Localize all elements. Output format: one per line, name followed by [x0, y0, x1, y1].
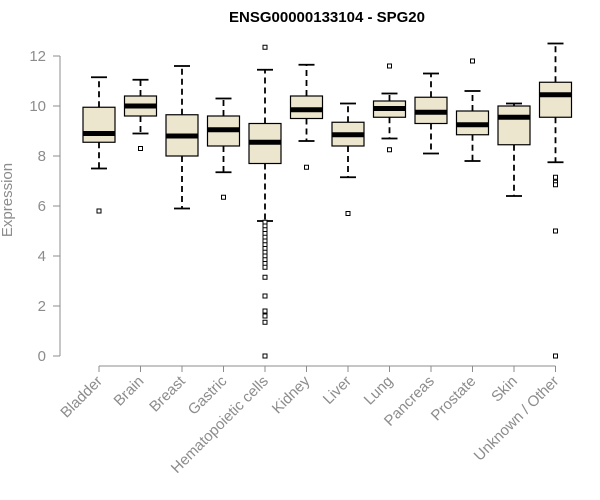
- box-iqr: [538, 81, 573, 118]
- box-5: [289, 63, 324, 170]
- y-axis: 0 2 4 6 8 10 12: [29, 48, 61, 365]
- outlier-point-1: [387, 147, 392, 153]
- outlier-point-4: [553, 353, 558, 359]
- outlier-point-0: [345, 211, 351, 216]
- y-tick-label-1: 2: [38, 298, 46, 315]
- box-2: [165, 65, 199, 210]
- y-axis-label: Expression: [0, 163, 16, 237]
- outlier-point-13: [262, 264, 268, 270]
- outlier-point-16: [262, 308, 268, 314]
- y-tick-label-3: 6: [38, 198, 46, 215]
- outlier-point-0: [262, 44, 268, 50]
- x-tick-label-7: Lung: [361, 373, 397, 409]
- y-tick-label-5: 10: [29, 98, 46, 115]
- x-tick-label-10: Skin: [488, 373, 521, 406]
- outlier-point-0: [221, 194, 226, 200]
- outlier-point-0: [387, 63, 392, 69]
- outlier-point-14: [262, 274, 268, 280]
- box-iqr: [82, 106, 116, 143]
- outlier-point-0: [470, 58, 475, 64]
- box-iqr: [497, 105, 531, 146]
- outlier-point-15: [262, 293, 268, 299]
- y-tick-label-0: 0: [38, 348, 46, 365]
- x-tick-label-6: Liver: [320, 373, 355, 408]
- outlier-point-0: [96, 208, 102, 214]
- y-tick-label-6: 12: [29, 48, 46, 65]
- box-6: [331, 102, 365, 216]
- x-tick-label-5: Kidney: [269, 372, 314, 417]
- outlier-point-3: [553, 228, 558, 234]
- chart-title: ENSG00000133104 - SPG20: [229, 9, 425, 26]
- x-tick-label-0: Bladder: [57, 373, 106, 422]
- outlier-point-17: [262, 313, 268, 319]
- box-9: [455, 58, 490, 162]
- y-tick-label-2: 4: [38, 248, 46, 265]
- outlier-point-2: [553, 182, 558, 188]
- outlier-point-0: [553, 174, 558, 180]
- x-tick-label-9: Prostate: [428, 373, 480, 425]
- x-tick-label-2: Breast: [146, 372, 189, 415]
- box-4: [248, 44, 282, 359]
- box-1: [123, 78, 158, 151]
- outlier-point-0: [138, 146, 143, 151]
- outlier-point-0: [304, 164, 309, 170]
- box-0: [82, 76, 116, 214]
- boxes-group: [82, 42, 573, 359]
- box-3: [206, 97, 241, 200]
- y-tick-label-4: 8: [38, 148, 46, 165]
- outlier-point-18: [262, 319, 268, 325]
- box-10: [497, 102, 531, 197]
- box-8: [414, 72, 448, 155]
- x-tick-label-1: Brain: [111, 373, 148, 410]
- outlier-point-19: [262, 353, 268, 359]
- box-11: [538, 42, 573, 359]
- box-7: [372, 63, 407, 153]
